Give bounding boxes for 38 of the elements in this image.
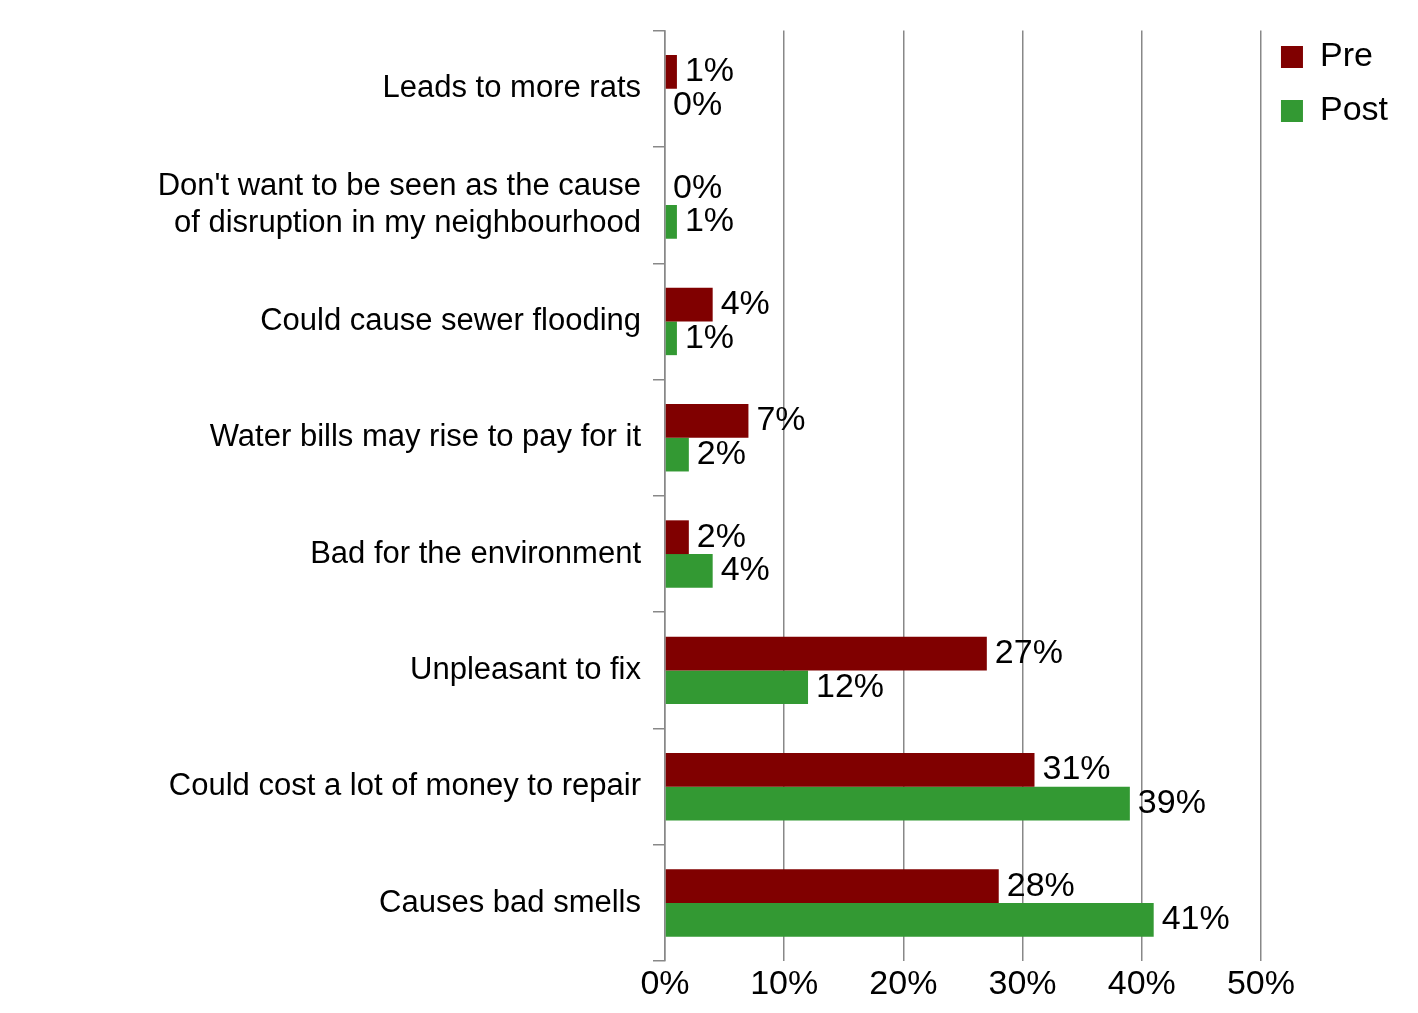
x-tick-label: 20% bbox=[869, 962, 938, 1001]
legend-label: Post bbox=[1319, 89, 1389, 128]
y-tick-label: Unpleasant to fix bbox=[410, 650, 642, 686]
bar bbox=[665, 321, 677, 356]
x-tick-label: 10% bbox=[750, 962, 819, 1001]
data-label: 31% bbox=[1042, 748, 1111, 787]
data-label: 39% bbox=[1137, 781, 1206, 820]
data-label: 12% bbox=[816, 665, 885, 704]
bar bbox=[665, 520, 689, 555]
bar bbox=[665, 636, 987, 671]
y-tick-label: Water bills may rise to pay for it bbox=[209, 418, 642, 454]
bar bbox=[665, 670, 809, 705]
bar bbox=[665, 55, 677, 89]
x-tick-label: 50% bbox=[1226, 962, 1295, 1001]
legend-label: Pre bbox=[1319, 35, 1373, 74]
data-label: 2% bbox=[696, 432, 746, 471]
bar bbox=[665, 404, 749, 438]
data-label: 27% bbox=[994, 631, 1063, 670]
bar bbox=[665, 786, 1130, 821]
bar bbox=[665, 752, 1035, 787]
y-tick-label: Leads to more rats bbox=[382, 69, 641, 105]
x-tick-label: 40% bbox=[1107, 962, 1176, 1001]
bar bbox=[665, 205, 677, 239]
y-tick-label: Causes bad smells bbox=[379, 883, 641, 919]
bar bbox=[665, 554, 713, 588]
y-tick-label: Don't want to be seen as the cause of disruption in my neighbourhood bbox=[157, 167, 641, 240]
bar bbox=[665, 903, 1154, 937]
y-tick-label: Could cause sewer flooding bbox=[260, 301, 641, 337]
bar bbox=[665, 869, 999, 904]
x-tick-label: 30% bbox=[988, 962, 1057, 1001]
bar bbox=[665, 437, 689, 472]
y-tick-label: Bad for the environment bbox=[310, 534, 642, 570]
data-label: 41% bbox=[1161, 898, 1230, 937]
x-tick-label: 0% bbox=[640, 962, 690, 1001]
y-tick-label: Could cost a lot of money to repair bbox=[168, 767, 641, 803]
data-label: 28% bbox=[1006, 864, 1075, 903]
bar bbox=[665, 287, 713, 322]
data-label: 7% bbox=[756, 399, 806, 438]
